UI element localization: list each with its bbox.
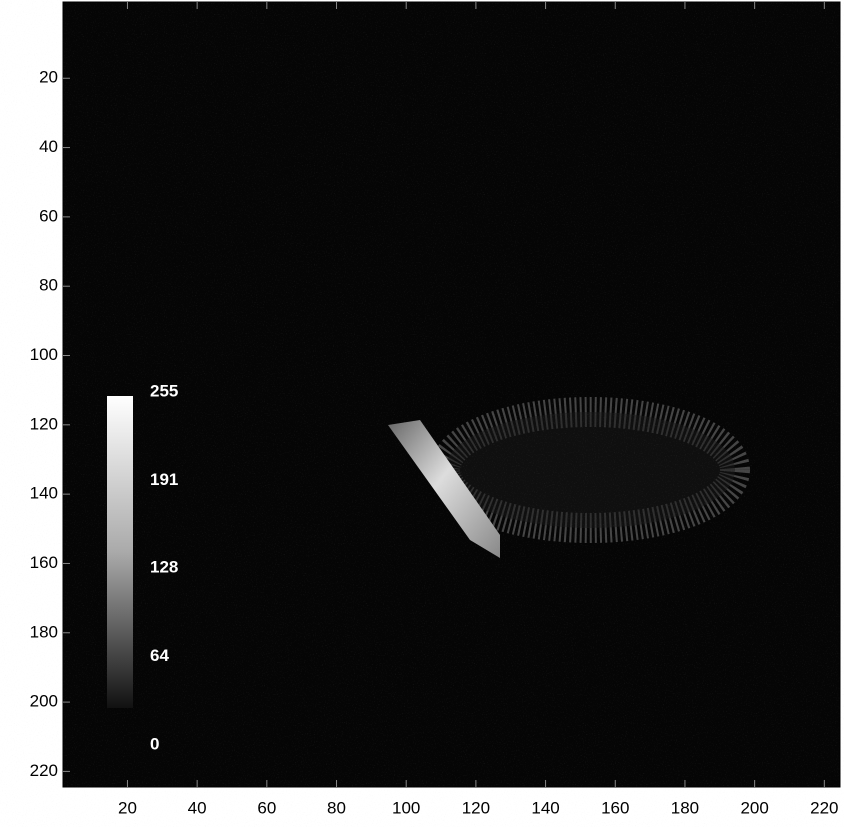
colorbar-tick-label: 0: [150, 734, 159, 753]
y-tick-label: 160: [30, 553, 58, 572]
y-tick-label: 60: [39, 206, 58, 225]
y-tick-label: 220: [30, 761, 58, 780]
colorbar-tick-label: 128: [150, 557, 178, 576]
colorbar-tick-label: 255: [150, 381, 178, 400]
image-noise: [63, 2, 840, 787]
x-tick-label: 140: [531, 798, 559, 817]
colorbar: [107, 396, 133, 708]
y-tick-label: 200: [30, 692, 58, 711]
x-tick-label: 40: [188, 798, 207, 817]
y-tick-label: 20: [39, 68, 58, 87]
colorbar-tick-label: 64: [150, 646, 169, 665]
x-tick-label: 180: [671, 798, 699, 817]
x-tick-label: 100: [392, 798, 420, 817]
x-tick-label: 60: [257, 798, 276, 817]
y-tick-label: 120: [30, 414, 58, 433]
x-tick-label: 120: [462, 798, 490, 817]
y-tick-label: 40: [39, 137, 58, 156]
y-tick-label: 140: [30, 484, 58, 503]
x-tick-label: 80: [327, 798, 346, 817]
y-tick-label: 80: [39, 276, 58, 295]
x-tick-label: 160: [601, 798, 629, 817]
axes-frame: [62, 1, 841, 788]
y-tick-label: 100: [30, 345, 58, 364]
x-tick-label: 200: [740, 798, 768, 817]
x-tick-label: 20: [118, 798, 137, 817]
colorbar-tick-label: 191: [150, 470, 178, 489]
y-tick-label: 180: [30, 622, 58, 641]
x-tick-label: 220: [810, 798, 838, 817]
